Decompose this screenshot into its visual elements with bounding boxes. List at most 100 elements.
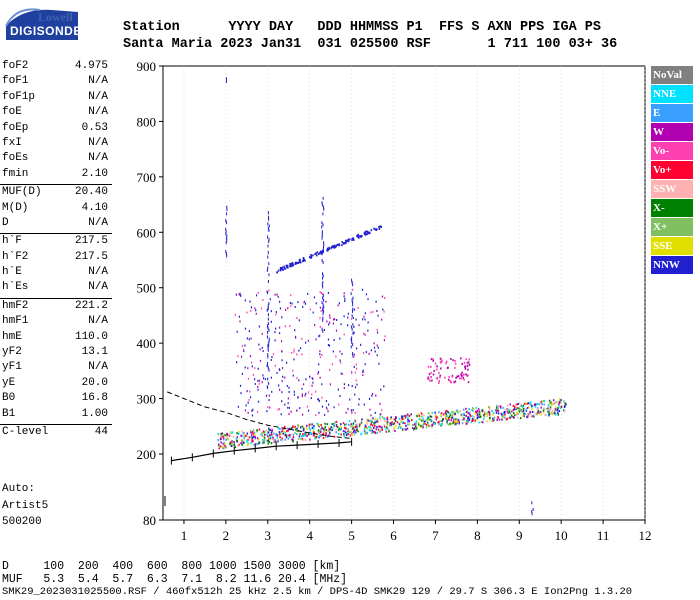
echo-point — [471, 417, 474, 420]
echo-point — [239, 292, 241, 295]
echo-point — [263, 431, 266, 434]
echo-point — [492, 413, 494, 416]
profile-solid-line — [171, 441, 352, 462]
echo-point — [286, 384, 288, 387]
echo-point — [261, 442, 264, 445]
legend-item-vo: Vo+ — [651, 161, 693, 179]
echo-point — [294, 425, 296, 428]
echo-point — [535, 412, 538, 415]
echo-point — [301, 437, 304, 440]
echo-point — [245, 434, 248, 437]
echo-point — [522, 409, 525, 412]
echo-point — [483, 415, 486, 418]
echo-point — [223, 447, 225, 450]
echo-point — [352, 323, 354, 327]
echo-point — [526, 416, 528, 419]
echo-point — [350, 409, 352, 412]
echo-point — [281, 359, 283, 362]
echo-point — [293, 393, 296, 396]
echo-point — [378, 362, 380, 365]
echo-point — [236, 330, 238, 333]
echo-point — [320, 427, 323, 430]
echo-point — [355, 347, 358, 350]
echo-point — [465, 414, 467, 417]
echo-point — [370, 311, 372, 314]
echo-point — [274, 364, 276, 367]
echo-point — [352, 354, 354, 358]
echo-point — [266, 361, 268, 365]
echo-point — [299, 347, 302, 350]
echo-point — [352, 309, 354, 313]
echo-point — [466, 410, 469, 413]
echo-point — [297, 301, 299, 304]
parameter-list: foF2 4.975 foF1 N/A foF1p N/A foE N/A foEp 0.53 fx… — [0, 60, 112, 441]
echo-point — [365, 432, 367, 435]
echo-point — [322, 261, 324, 265]
echo-point — [224, 434, 226, 437]
logo-text-digisonde: DIGISONDE — [10, 24, 82, 38]
echo-point — [438, 372, 440, 375]
echo-point — [364, 318, 366, 321]
echo-point — [242, 432, 245, 435]
echo-point — [357, 235, 360, 238]
echo-point — [278, 384, 280, 387]
echo-point — [345, 427, 347, 430]
echo-point — [483, 413, 486, 416]
echo-point — [250, 361, 253, 364]
echo-point — [414, 423, 417, 426]
echo-point — [488, 416, 491, 419]
param-row: foF2 4.975 — [0, 60, 112, 75]
echo-point — [428, 378, 430, 381]
echo-point — [364, 430, 366, 433]
echo-point — [268, 381, 270, 385]
echo-point — [298, 261, 301, 264]
echo-point — [507, 411, 509, 414]
echo-point — [463, 373, 465, 376]
echo-point — [247, 438, 249, 441]
param-name: foE — [2, 106, 22, 119]
echo-point — [347, 430, 349, 433]
echo-point — [296, 377, 298, 380]
echo-point — [338, 403, 340, 406]
echo-point — [439, 376, 441, 379]
y-tick-label: 500 — [137, 281, 157, 296]
echo-point — [481, 421, 484, 424]
echo-point — [311, 393, 313, 396]
echo-point — [544, 413, 546, 416]
echo-point — [407, 423, 409, 426]
echo-point — [315, 302, 317, 305]
echo-point — [311, 423, 313, 426]
muf-row: MUF 5.3 5.4 5.7 6.3 7.1 8.2 11.6 20.4 [M… — [2, 573, 348, 586]
echo-point — [292, 374, 294, 377]
echo-point — [334, 245, 336, 248]
echo-point — [364, 432, 366, 435]
echo-point — [366, 431, 368, 434]
echo-point — [372, 417, 374, 420]
echo-point — [527, 413, 529, 416]
echo-point — [281, 366, 284, 369]
echo-point — [297, 425, 300, 428]
echo-point — [528, 406, 530, 409]
echo-point — [268, 339, 270, 343]
echo-point — [267, 366, 269, 370]
echo-point — [219, 438, 222, 441]
echo-point — [389, 422, 392, 425]
echo-point — [531, 408, 533, 411]
echo-point — [511, 410, 513, 413]
echo-point — [552, 409, 554, 412]
echo-point — [325, 436, 327, 439]
param-row: foF1p N/A — [0, 91, 112, 106]
echo-point — [456, 420, 458, 423]
echo-point — [383, 425, 386, 428]
echo-point — [343, 433, 345, 436]
echo-point — [463, 413, 466, 416]
echo-point — [460, 377, 462, 380]
echo-point — [263, 377, 265, 380]
echo-point — [322, 309, 324, 313]
param-value: N/A — [88, 361, 108, 374]
echo-point — [261, 332, 263, 335]
echo-point — [284, 434, 287, 437]
echo-point — [557, 402, 559, 405]
echo-point — [369, 408, 371, 411]
echo-point — [270, 442, 273, 445]
